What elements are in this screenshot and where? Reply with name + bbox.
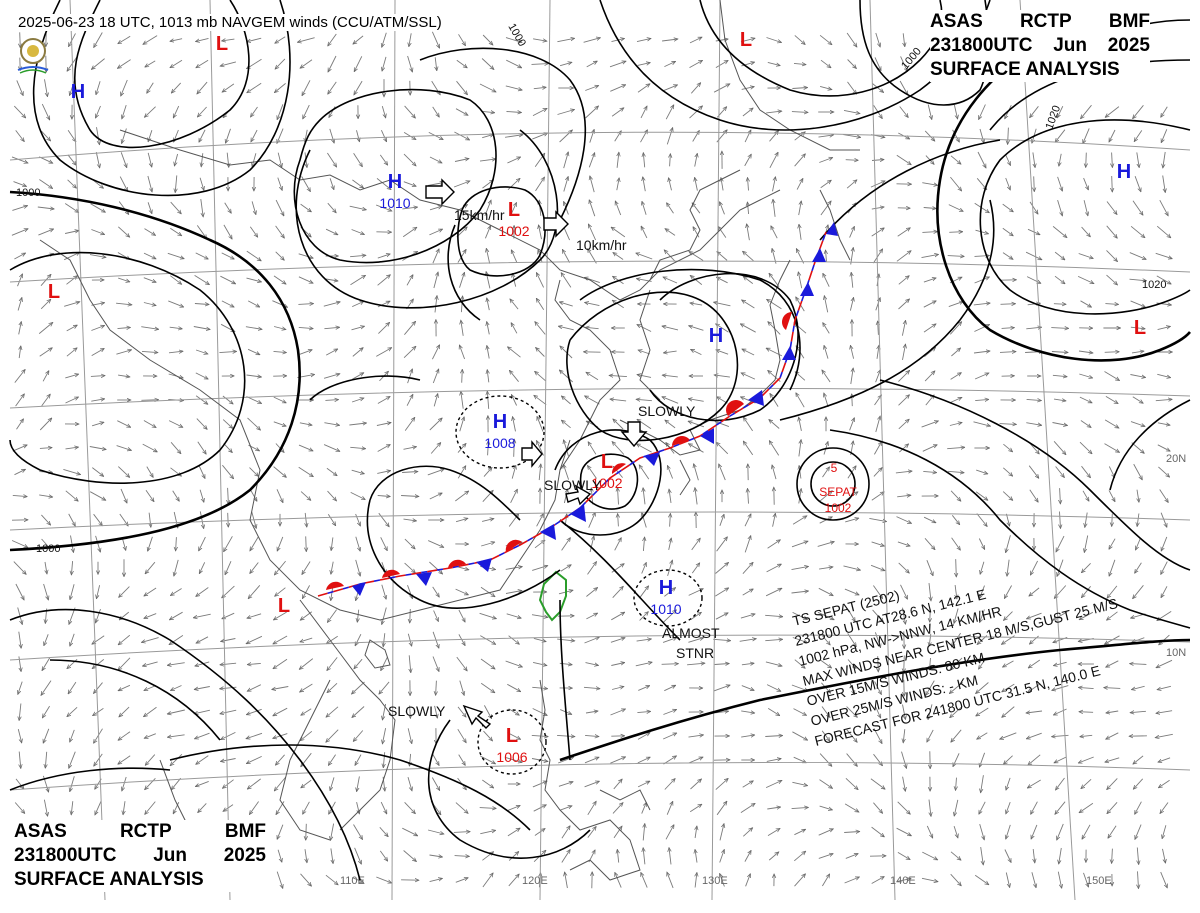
- low-center-8: L: [740, 29, 752, 51]
- high-center-11: H: [659, 577, 673, 599]
- header-month: Jun: [1053, 35, 1087, 56]
- lon-label-150e: 150E: [1086, 875, 1112, 887]
- center-pressure-value-6: 1002: [591, 475, 622, 491]
- storm-pressure-label: 1002: [825, 501, 852, 515]
- isobar-label-1000-a: 1000: [16, 187, 40, 199]
- footer-station: RCTP: [119, 821, 172, 842]
- low-center-3: L: [508, 199, 520, 221]
- header-year: 2025: [1107, 35, 1150, 56]
- header-station: RCTP: [1019, 11, 1072, 32]
- footer-region: ASAS: [14, 821, 67, 842]
- header-agency: BMF: [1108, 11, 1150, 32]
- movement-label-slowly-1: SLOWLY: [638, 403, 696, 419]
- lat-label-10n: 10N: [1166, 647, 1186, 659]
- stationary-front: [317, 222, 838, 597]
- low-center-10: L: [1134, 317, 1146, 339]
- movement-arrows: [425, 178, 648, 729]
- pressure-centers: L H H 1010 L 1002 L H 1008 L 1002 H L H L H 1010 L 1006 L: [48, 29, 1146, 765]
- movement-label-almost: ALMOST: [662, 625, 720, 641]
- isobar-label-1020-b: 1020: [1142, 279, 1166, 291]
- footer-agency: BMF: [224, 821, 266, 842]
- movement-label-slowly-3: SLOWLY: [388, 703, 446, 719]
- header-product: SURFACE ANALYSIS: [930, 59, 1120, 80]
- product-title-line: 2025-06-23 18 UTC, 1013 mb NAVGEM winds …: [16, 14, 444, 31]
- movement-arrow-southeast: [565, 484, 592, 506]
- high-center-7: H: [709, 325, 723, 347]
- header-time: 231800UTC: [930, 35, 1033, 56]
- movement-arrow-east-3: [521, 440, 543, 468]
- coastlines: [39, 0, 860, 881]
- isobar-label-1000-b: 1000: [36, 543, 60, 555]
- lon-label-110e: 110E: [340, 875, 365, 887]
- movement-arrow-northwest: [462, 704, 492, 729]
- low-center-13: L: [278, 595, 290, 617]
- movement-arrow-east-2: [543, 210, 569, 238]
- movement-arrow-south: [620, 421, 648, 448]
- movement-label-10kmhr: 10km/hr: [576, 237, 627, 253]
- footer-month: Jun: [153, 845, 187, 866]
- high-center-2: H: [388, 171, 402, 193]
- taiwan-outline: [538, 570, 567, 622]
- storm-symbol: 5: [831, 461, 838, 475]
- center-pressure-value-3: 1002: [498, 223, 529, 239]
- storm-name-label: SEPAT: [819, 485, 857, 499]
- agency-logo: [16, 36, 50, 74]
- analysis-header-bottom-left: ASAS RCTP BMF 231800UTC Jun 2025 SURFACE…: [14, 820, 266, 892]
- footer-product: SURFACE ANALYSIS: [14, 869, 204, 890]
- tropical-storm-sepat: 5 SEPAT 1002: [819, 461, 857, 515]
- lon-label-140e: 140E: [890, 875, 916, 887]
- center-pressure-value-12: 1006: [496, 749, 527, 765]
- movement-arrow-east-1: [425, 178, 455, 206]
- footer-time: 231800UTC: [14, 845, 117, 866]
- lon-label-120e: 120E: [522, 875, 548, 887]
- low-center-6: L: [601, 451, 613, 473]
- low-center-4: L: [48, 281, 60, 303]
- center-pressure-value-2: 1010: [379, 195, 410, 211]
- center-pressure-value-5: 1008: [484, 435, 515, 451]
- header-region: ASAS: [930, 11, 983, 32]
- center-pressure-value-11: 1010: [650, 601, 681, 617]
- dashed-isobars: [455, 395, 703, 775]
- movement-label-15kmhr: 15km/hr: [454, 207, 505, 223]
- low-center-0: L: [216, 33, 228, 55]
- high-center-9: H: [1117, 161, 1131, 183]
- high-center-1: H: [71, 81, 85, 103]
- movement-label-slowly-2: SLOWLY: [544, 477, 602, 493]
- footer-year: 2025: [223, 845, 266, 866]
- lat-label-20n: 20N: [1166, 453, 1186, 465]
- high-center-5: H: [493, 411, 507, 433]
- movement-label-stnr: STNR: [676, 645, 714, 661]
- lon-label-130e: 130E: [702, 875, 728, 887]
- low-center-12: L: [506, 725, 518, 747]
- analysis-header-top-right: ASAS RCTP BMF 231800UTC Jun 2025 SURFACE…: [930, 10, 1150, 82]
